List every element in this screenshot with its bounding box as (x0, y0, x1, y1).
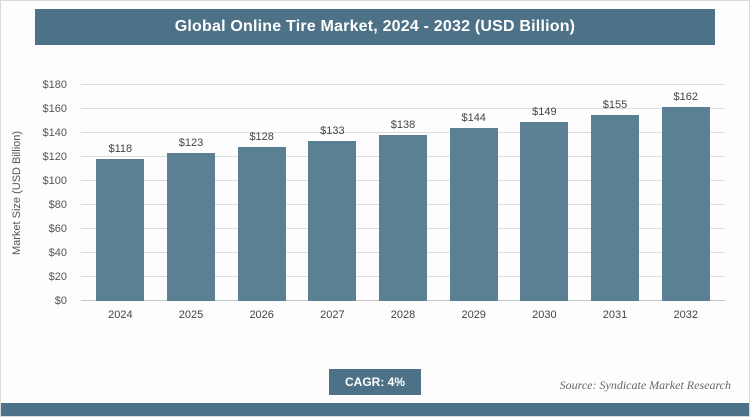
y-tick-label: $40 (48, 247, 67, 259)
x-axis-label: 2028 (390, 309, 416, 321)
bar (237, 147, 286, 301)
bar (166, 153, 216, 301)
x-axis-label: 2026 (249, 309, 274, 321)
x-axis: 2024 2025 2026 2027 2028 2029 2030 2031 2032 (81, 309, 725, 321)
bar-group: $144 (438, 85, 509, 301)
bar (661, 106, 710, 301)
bar-value-label: $162 (673, 90, 698, 103)
bar-value-label: $128 (249, 131, 274, 144)
chart-title: Global Online Tire Market, 2024 - 2032 (… (174, 18, 576, 35)
source-text: Source: Syndicate Market Research (559, 378, 731, 392)
x-axis-label: 2029 (461, 309, 486, 321)
y-tick-label: $60 (48, 223, 67, 236)
y-tick-label: $140 (42, 127, 67, 139)
bar-value-label: $144 (461, 112, 486, 125)
x-axis-label: 2027 (320, 309, 345, 321)
gridline (81, 84, 725, 85)
bar-value-label: $138 (390, 119, 416, 132)
x-axis-label: 2030 (532, 309, 557, 321)
bar (520, 122, 569, 301)
y-tick-label: $180 (42, 79, 67, 91)
bar-value-label: $149 (532, 106, 557, 119)
bar-value-label: $133 (320, 125, 345, 138)
cagr-badge: CAGR: 4% (328, 369, 422, 395)
bar-group: $118 (85, 85, 156, 301)
x-axis-label: 2025 (178, 309, 204, 321)
y-tick-label: $80 (48, 199, 67, 211)
y-tick-label: $160 (42, 103, 67, 115)
y-axis-tick-labels: $0 $20 $40 $60 $80 $100 $120 $140 $160 $180 (1, 79, 75, 307)
y-tick-label: $100 (42, 175, 67, 187)
bar-group: $155 (580, 85, 651, 301)
bar (308, 141, 357, 301)
bottom-bar (1, 403, 749, 416)
bar (449, 128, 498, 301)
bar-group: $128 (226, 85, 297, 301)
x-axis-label: 2031 (602, 309, 628, 321)
gridline (81, 132, 725, 133)
bar (96, 159, 145, 301)
bar-value-label: $118 (108, 143, 133, 156)
bars: $118 $123 $128 $133 $138 $144 $149 $155 $162 (81, 85, 725, 301)
bar (591, 115, 640, 301)
bar-group: $149 (509, 85, 580, 301)
x-axis-label: 2024 (108, 309, 133, 321)
gridline (81, 108, 725, 109)
bar-value-label: $123 (178, 137, 204, 150)
bar (379, 135, 428, 301)
x-axis-label: 2032 (673, 309, 698, 321)
bar-group: $133 (297, 85, 368, 301)
bar-group: $162 (650, 85, 721, 301)
y-tick-label: $0 (54, 295, 67, 307)
y-tick-label: $120 (42, 151, 67, 164)
bar-group: $123 (156, 85, 227, 301)
y-tick-label: $20 (48, 271, 67, 283)
cagr-label: CAGR: 4% (344, 375, 406, 389)
chart-title-bar: Global Online Tire Market, 2024 - 2032 (… (35, 9, 715, 45)
bar-group: $138 (368, 85, 439, 301)
plot-area: $118 $123 $128 $133 $138 $144 $149 $155 $162 (81, 84, 725, 301)
bar-value-label: $155 (602, 99, 628, 111)
